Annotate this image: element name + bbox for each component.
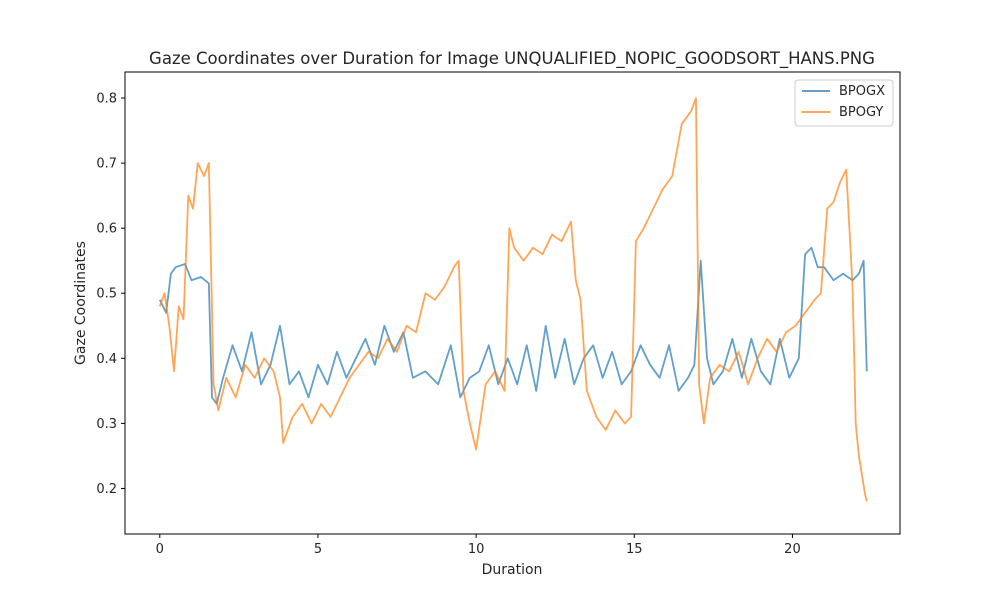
x-tick-label: 5	[314, 542, 322, 557]
legend-label-bpogx: BPOGX	[839, 84, 885, 99]
legend: BPOGX BPOGY	[794, 79, 894, 127]
plot-frame	[124, 71, 901, 535]
x-tick-label: 10	[468, 542, 485, 557]
x-tick-label: 15	[626, 542, 643, 557]
x-tick-label: 0	[156, 542, 164, 557]
chart-title: Gaze Coordinates over Duration for Image…	[149, 49, 875, 69]
y-tick-label: 0.2	[96, 482, 117, 497]
y-tick-label: 0.3	[96, 417, 117, 432]
plot-lines	[158, 97, 868, 502]
y-tick-label: 0.7	[96, 157, 117, 172]
legend-label-bpogy: BPOGY	[839, 105, 883, 120]
y-tick-label: 0.5	[96, 287, 117, 302]
y-axis-ticks: 0.2 0.3 0.4 0.5 0.6 0.7 0.8	[96, 92, 125, 497]
series-line-bpogy	[158, 97, 868, 502]
y-tick-label: 0.6	[96, 222, 117, 237]
x-axis-ticks: 0 5 10 15 20	[156, 534, 801, 557]
x-axis-label: Duration	[482, 562, 543, 578]
series-line-bpogx	[158, 246, 868, 405]
y-tick-label: 0.8	[96, 92, 117, 107]
y-tick-label: 0.4	[96, 352, 117, 367]
y-axis-label: Gaze Coordinates	[73, 241, 89, 365]
x-tick-label: 20	[784, 542, 801, 557]
